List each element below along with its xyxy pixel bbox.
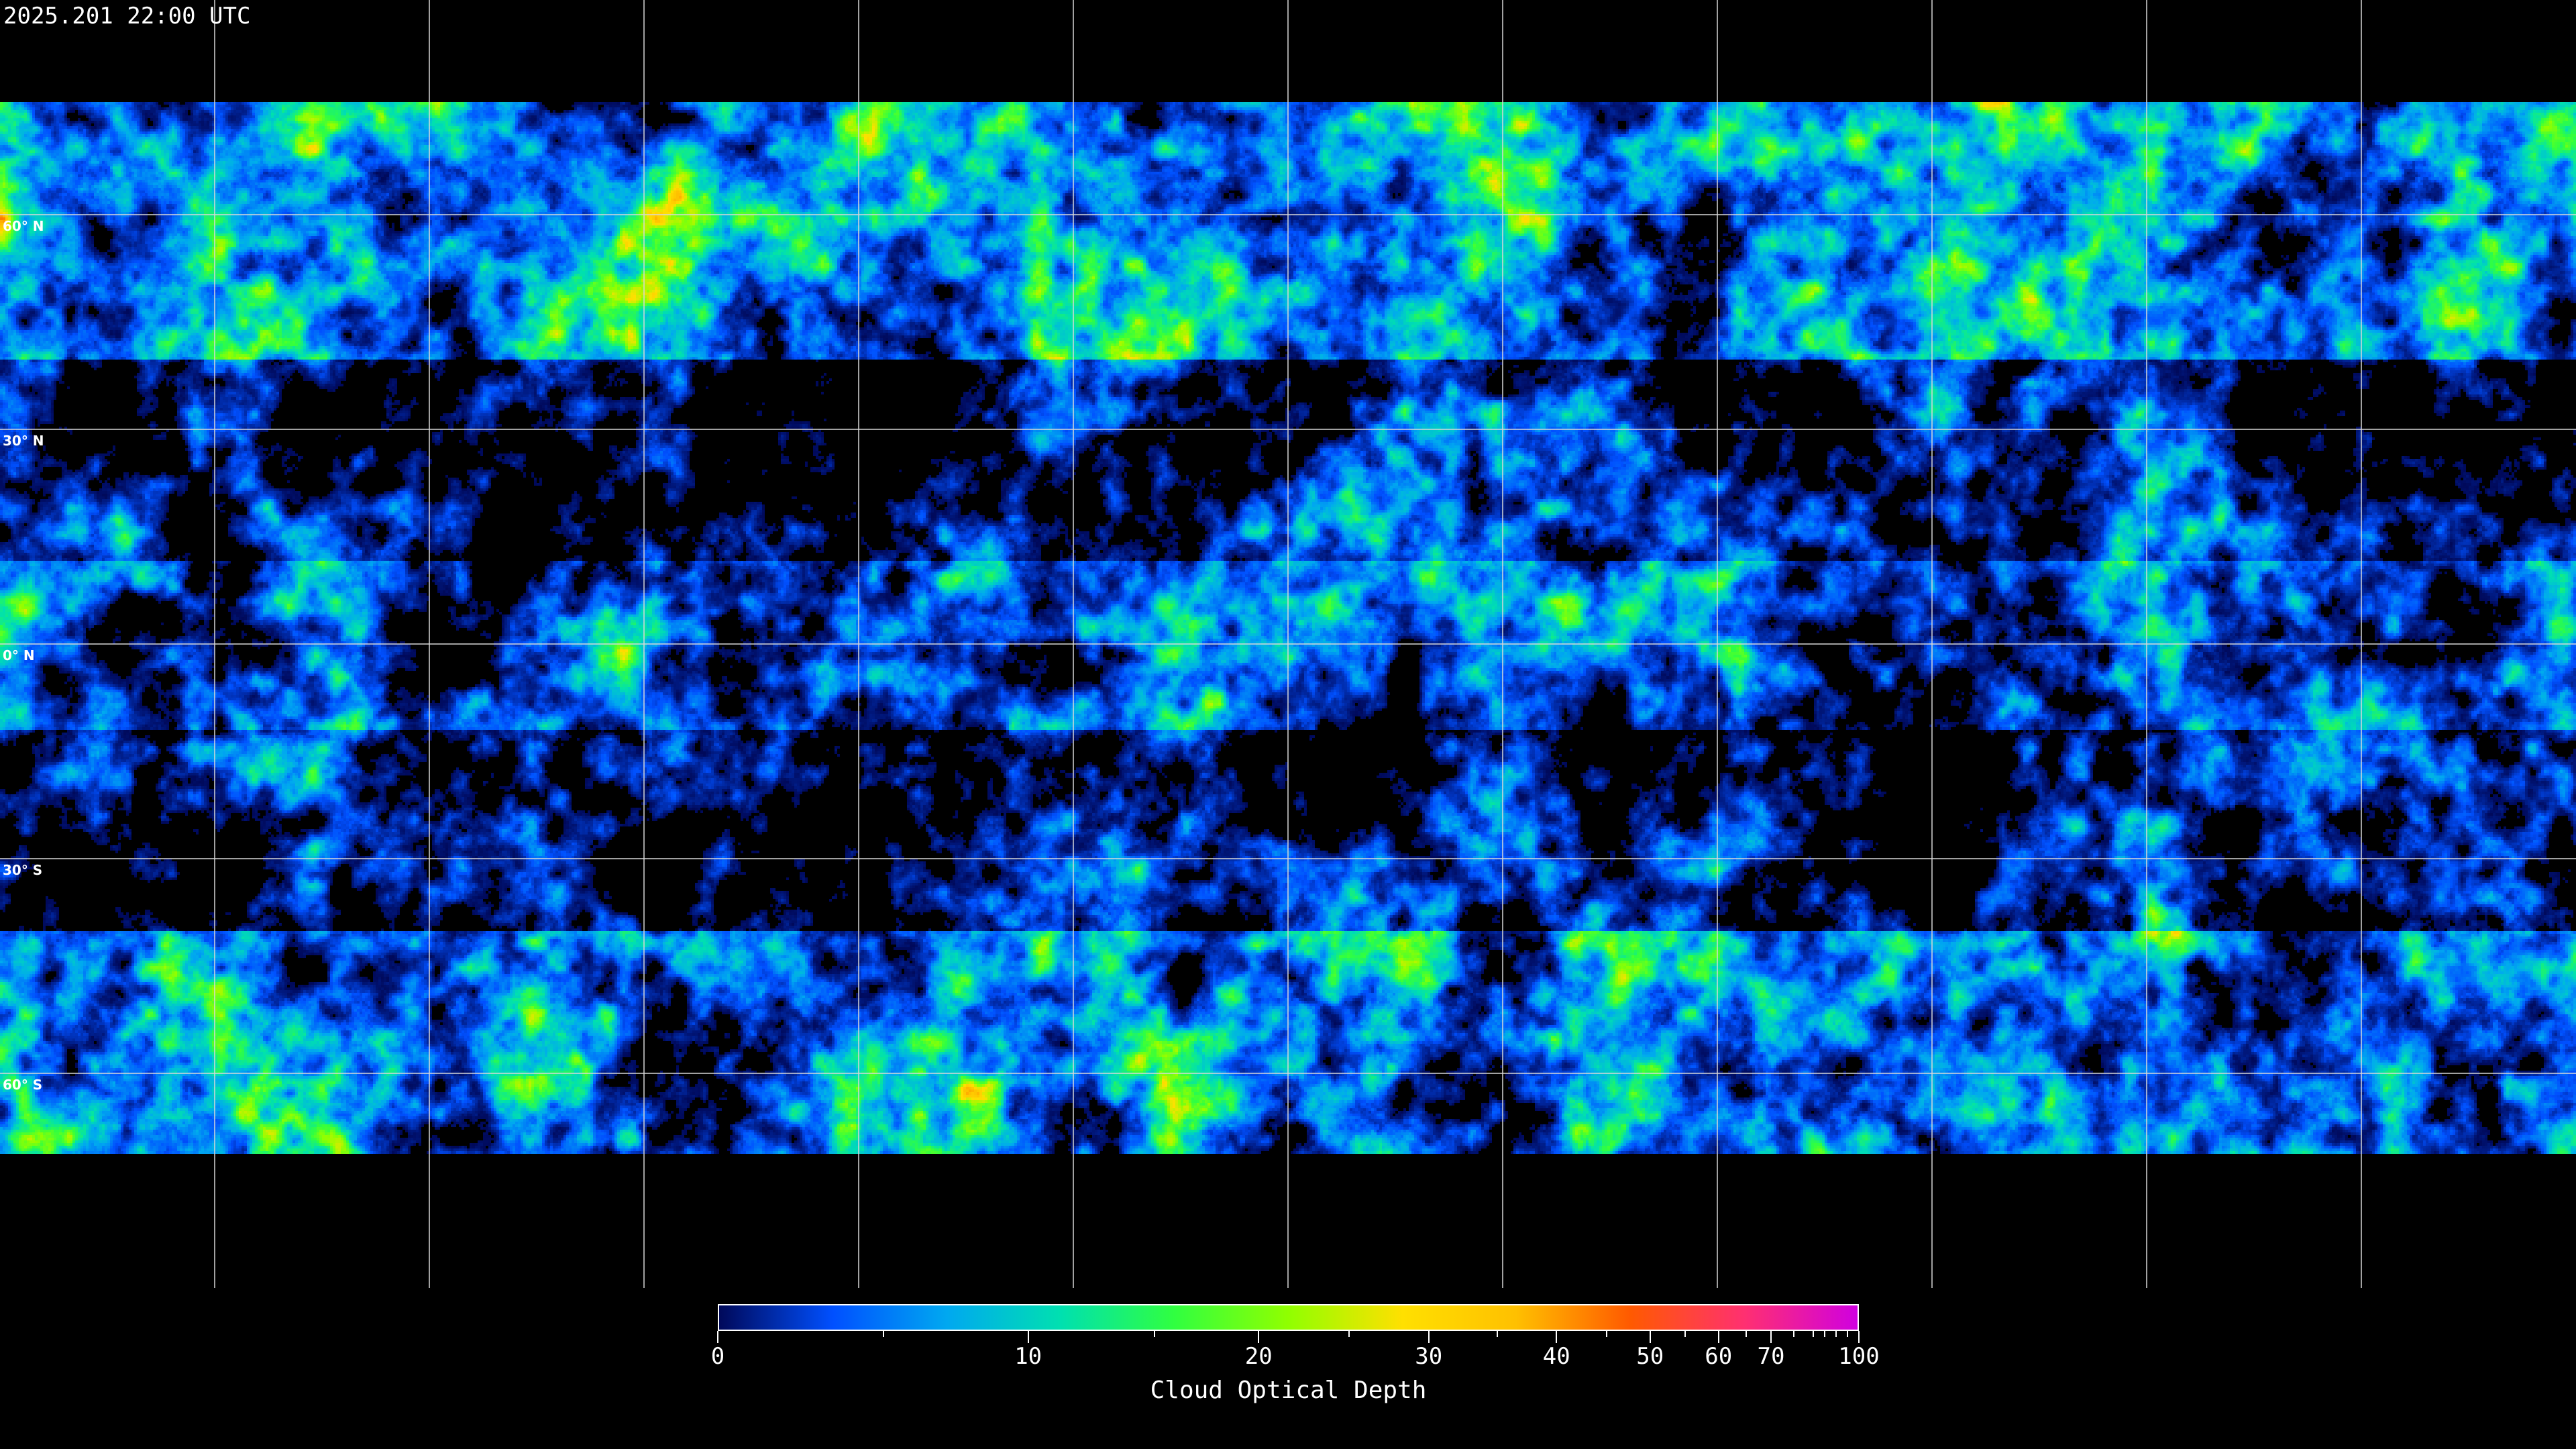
lat-label-60s: 60° S: [3, 1077, 43, 1093]
minor-tick: [1154, 1331, 1156, 1337]
tick-label: 60: [1705, 1343, 1733, 1370]
timestamp-title: 2025.201 22:00 UTC: [3, 3, 251, 30]
minor-tick: [1846, 1331, 1848, 1337]
lat-label-60n: 60° N: [3, 218, 44, 234]
major-tick: [1717, 1331, 1719, 1343]
tick-label: 100: [1838, 1343, 1880, 1370]
tick-label: 30: [1415, 1343, 1443, 1370]
colorbar-label: Cloud Optical Depth: [1150, 1377, 1427, 1404]
minor-tick: [1496, 1331, 1498, 1337]
minor-tick: [1606, 1331, 1608, 1337]
minor-tick: [1812, 1331, 1814, 1337]
tick-label: 40: [1542, 1343, 1570, 1370]
tick-label: 20: [1244, 1343, 1273, 1370]
tick-label: 0: [710, 1343, 725, 1370]
lat-label-0n: 0° N: [3, 647, 35, 663]
major-tick: [1770, 1331, 1772, 1343]
major-tick: [1027, 1331, 1029, 1343]
tick-label: 50: [1636, 1343, 1664, 1370]
colorbar-ticks: 0 10 20 30 40 50 60 70 100: [711, 1331, 1880, 1391]
major-tick: [717, 1331, 718, 1343]
minor-tick: [1684, 1331, 1686, 1337]
minor-tick: [1745, 1331, 1747, 1337]
lat-label-30n: 30° N: [3, 433, 44, 449]
tick-label: 70: [1757, 1343, 1785, 1370]
major-tick: [1649, 1331, 1651, 1343]
cloud-optical-depth-map: 60° N 30° N 0° N 30° S 60° S 2025.201 22…: [0, 0, 2576, 1288]
minor-tick: [1823, 1331, 1825, 1337]
major-tick: [1858, 1331, 1860, 1343]
major-tick: [1258, 1331, 1260, 1343]
tick-label: 10: [1014, 1343, 1042, 1370]
minor-tick: [1348, 1331, 1350, 1337]
minor-tick: [1835, 1331, 1837, 1337]
graticule: [0, 0, 2576, 1288]
minor-tick: [1793, 1331, 1795, 1337]
colorbar: [718, 1304, 1859, 1331]
lat-label-30s: 30° S: [3, 862, 43, 878]
minor-tick: [882, 1331, 884, 1337]
major-tick: [1556, 1331, 1558, 1343]
major-tick: [1428, 1331, 1430, 1343]
